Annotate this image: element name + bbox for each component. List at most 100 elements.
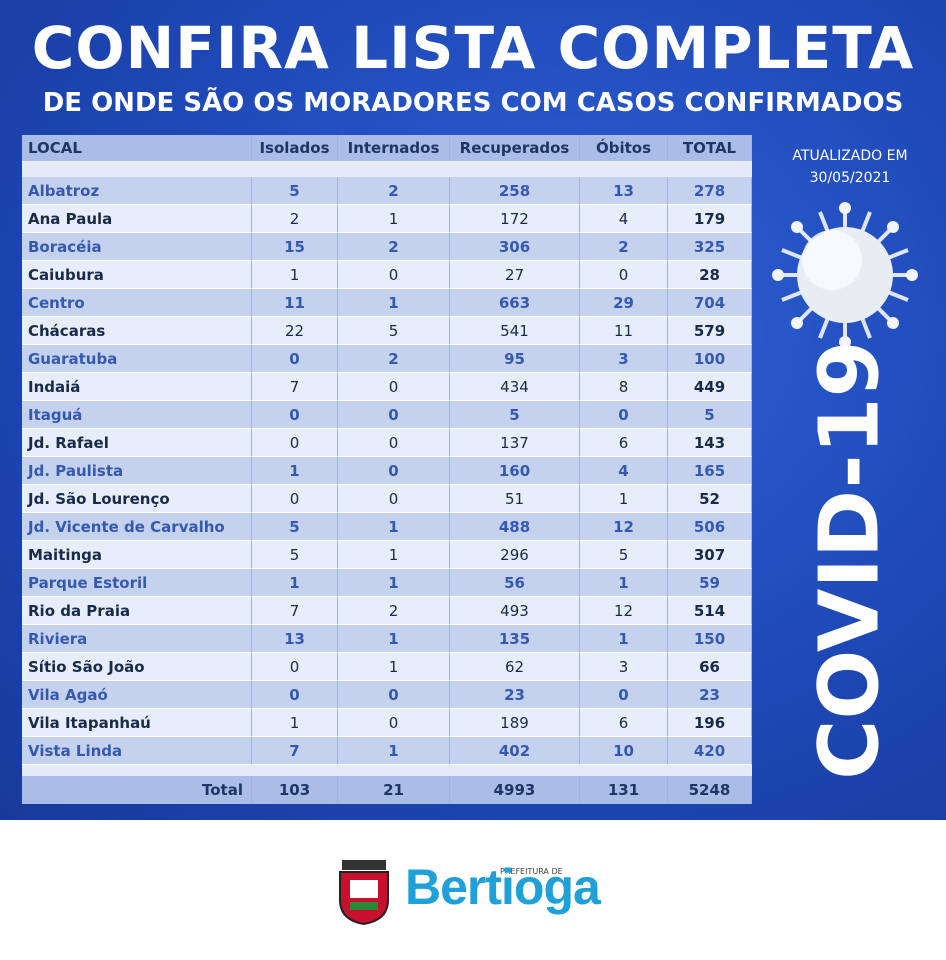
cell-value: 579: [668, 317, 752, 345]
row-label: Caiubura: [22, 261, 252, 289]
cell-value: 29: [580, 289, 668, 317]
city-logo: Bertioga: [405, 859, 601, 915]
cell-value: 13: [580, 177, 668, 205]
total-value: 21: [338, 776, 450, 804]
cell-value: 541: [450, 317, 580, 345]
cell-value: 5: [668, 401, 752, 429]
cell-value: 0: [338, 373, 450, 401]
cell-value: 0: [338, 709, 450, 737]
row-label: Vista Linda: [22, 737, 252, 765]
cell-value: 1: [338, 541, 450, 569]
cell-value: 2: [580, 233, 668, 261]
column-header: Internados: [338, 135, 450, 161]
total-value: 5248: [668, 776, 752, 804]
cell-value: 1: [338, 513, 450, 541]
cell-value: 7: [252, 597, 338, 625]
cell-value: 59: [668, 569, 752, 597]
row-label: Jd. Rafael: [22, 429, 252, 457]
cell-value: 137: [450, 429, 580, 457]
cell-value: 1: [338, 289, 450, 317]
total-value: 4993: [450, 776, 580, 804]
row-label: Rio da Praia: [22, 597, 252, 625]
cell-value: 5: [252, 177, 338, 205]
cell-value: 6: [580, 429, 668, 457]
cell-value: 143: [668, 429, 752, 457]
row-label: Maitinga: [22, 541, 252, 569]
cell-value: 0: [338, 261, 450, 289]
row-label: Jd. São Lourenço: [22, 485, 252, 513]
cell-value: 15: [252, 233, 338, 261]
cell-value: 434: [450, 373, 580, 401]
cell-value: 704: [668, 289, 752, 317]
cell-value: 2: [338, 345, 450, 373]
cell-value: 189: [450, 709, 580, 737]
cell-value: 278: [668, 177, 752, 205]
cell-value: 196: [668, 709, 752, 737]
row-label: Chácaras: [22, 317, 252, 345]
cell-value: 2: [252, 205, 338, 233]
row-label: Parque Estoril: [22, 569, 252, 597]
cell-value: 28: [668, 261, 752, 289]
column-header: LOCAL: [22, 135, 252, 161]
cell-value: 0: [338, 401, 450, 429]
cell-value: 1: [252, 261, 338, 289]
cell-value: 0: [338, 429, 450, 457]
cell-value: 493: [450, 597, 580, 625]
cell-value: 0: [580, 261, 668, 289]
cell-value: 506: [668, 513, 752, 541]
cell-value: 160: [450, 457, 580, 485]
cell-value: 66: [668, 653, 752, 681]
cell-value: 23: [450, 681, 580, 709]
row-label: Albatroz: [22, 177, 252, 205]
cell-value: 5: [580, 541, 668, 569]
row-label: Indaiá: [22, 373, 252, 401]
row-label: Boracéia: [22, 233, 252, 261]
cell-value: 1: [338, 625, 450, 653]
cell-value: 8: [580, 373, 668, 401]
column-header: Recuperados: [450, 135, 580, 161]
cell-value: 258: [450, 177, 580, 205]
cell-value: 62: [450, 653, 580, 681]
row-label: Riviera: [22, 625, 252, 653]
cell-value: 11: [580, 317, 668, 345]
cell-value: 402: [450, 737, 580, 765]
total-value: 103: [252, 776, 338, 804]
cell-value: 0: [252, 653, 338, 681]
cell-value: 95: [450, 345, 580, 373]
cell-value: 12: [580, 513, 668, 541]
updated-label: ATUALIZADO EM: [792, 148, 908, 164]
cell-value: 23: [668, 681, 752, 709]
column-header: Óbitos: [580, 135, 668, 161]
cell-value: 449: [668, 373, 752, 401]
cell-value: 51: [450, 485, 580, 513]
cell-value: 172: [450, 205, 580, 233]
updated-date: 30/05/2021: [809, 170, 891, 186]
cell-value: 27: [450, 261, 580, 289]
cell-value: 2: [338, 233, 450, 261]
cell-value: 135: [450, 625, 580, 653]
cell-value: 1: [252, 569, 338, 597]
total-value: 131: [580, 776, 668, 804]
cell-value: 2: [338, 597, 450, 625]
cell-value: 0: [252, 429, 338, 457]
row-label: Vila Itapanhaú: [22, 709, 252, 737]
cell-value: 6: [580, 709, 668, 737]
row-label: Itaguá: [22, 401, 252, 429]
crest: [339, 860, 389, 926]
cell-value: 663: [450, 289, 580, 317]
cell-value: 12: [580, 597, 668, 625]
cell-value: 11: [252, 289, 338, 317]
cell-value: 0: [580, 401, 668, 429]
cell-value: 0: [252, 401, 338, 429]
cell-value: 1: [252, 709, 338, 737]
cell-value: 165: [668, 457, 752, 485]
cell-value: 100: [668, 345, 752, 373]
cell-value: 0: [252, 681, 338, 709]
cell-value: 1: [338, 653, 450, 681]
row-label: Jd. Vicente de Carvalho: [22, 513, 252, 541]
cell-value: 7: [252, 737, 338, 765]
cell-value: 1: [338, 205, 450, 233]
cell-value: 0: [580, 681, 668, 709]
cell-value: 7: [252, 373, 338, 401]
cell-value: 420: [668, 737, 752, 765]
